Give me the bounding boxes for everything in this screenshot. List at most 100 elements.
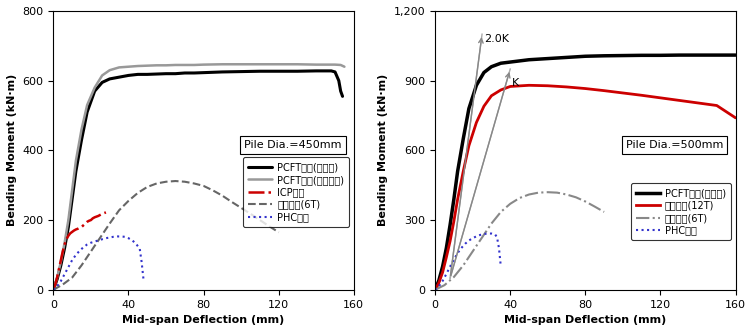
PCFT말뇝(전단키) <box>637 53 646 57</box>
Text: 2.0K: 2.0K <box>484 34 509 44</box>
ICP말뇝 <box>58 249 67 253</box>
강관말뇝(6T) <box>161 180 170 184</box>
PHC말뇝 <box>132 242 141 246</box>
강관말뇝(12T) <box>525 83 534 87</box>
PCFT말뇝(전단키) <box>60 246 69 250</box>
PHC말뇝 <box>468 236 477 240</box>
PCFT말뇝(전단키) <box>255 69 264 73</box>
PCFT말뇝(무전단키) <box>199 63 208 67</box>
PHC말뇝 <box>465 238 474 242</box>
PCFT말뇝(전단키) <box>124 73 133 77</box>
강관말뇝(6T) <box>525 193 534 197</box>
PHC말뇝 <box>446 265 455 269</box>
PCFT말뇝(무전단키) <box>56 260 66 264</box>
PCFT말뇝(무전단키) <box>218 62 227 66</box>
PCFT말뇝(무전단키) <box>293 62 302 66</box>
강관말뇝(6T) <box>265 224 274 228</box>
PHC말뇝 <box>72 253 81 257</box>
강관말뇝(6T) <box>506 202 515 206</box>
PCFT말뇝(무전단키) <box>171 63 180 67</box>
강관말뇝(6T) <box>440 283 449 287</box>
PCFT말뇝(전단키) <box>336 89 345 93</box>
PCFT말뇝(전단키) <box>438 265 447 269</box>
PCFT말뇝(무전단키) <box>72 159 81 163</box>
PCFT말뇝(무전단키) <box>64 218 73 222</box>
PCFT말뇝(전단키) <box>338 94 347 98</box>
강관말뇝(6T) <box>114 208 123 212</box>
PCFT말뇝(전단키) <box>68 197 77 201</box>
강관말뇝(12T) <box>438 270 447 274</box>
PHC말뇝 <box>136 247 145 251</box>
ICP말뇝 <box>54 267 63 271</box>
강관말뇝(6T) <box>152 182 161 186</box>
강관말뇝(6T) <box>246 212 255 216</box>
강관말뇝(6T) <box>218 194 227 198</box>
PCFT말뇝(무전단키) <box>77 127 86 131</box>
PHC말뇝 <box>68 258 77 262</box>
Line: 강관말뇝(6T): 강관말뇝(6T) <box>435 192 604 290</box>
PCFT말뇝(무전단키) <box>236 62 245 66</box>
강관말뇝(6T) <box>87 249 96 253</box>
PCFT말뇝(전단키) <box>190 71 199 75</box>
ICP말뇝 <box>79 223 88 227</box>
PCFT말뇝(전단키) <box>143 72 152 76</box>
강관말뇝(6T) <box>543 190 552 194</box>
PCFT말뇝(전단키) <box>334 79 343 83</box>
Line: PCFT말뇝(무전단키): PCFT말뇝(무전단키) <box>53 64 344 290</box>
PCFT말뇝(전단키) <box>434 279 444 283</box>
강관말뇝(12T) <box>694 101 703 105</box>
PCFT말뇝(전단키) <box>331 70 340 74</box>
Line: ICP말뇝: ICP말뇝 <box>53 212 106 290</box>
Line: PCFT말뇝(전단키): PCFT말뇝(전단키) <box>53 71 343 290</box>
PHC말뇝 <box>120 235 130 239</box>
ICP말뇝 <box>87 218 96 222</box>
PHC말뇝 <box>487 231 496 235</box>
PCFT말뇝(전단키) <box>459 137 468 141</box>
Legend: PCFT말뇝(전단키), PCFT말뇝(무전단키), ICP말뇝, 강관말뇝(6T), PHC말뇝: PCFT말뇝(전단키), PCFT말뇝(무전단키), ICP말뇝, 강관말뇝(6… <box>243 157 349 227</box>
PHC말뇝 <box>109 235 118 239</box>
강관말뇝(6T) <box>68 276 77 280</box>
PCFT말뇝(전단키) <box>72 169 81 173</box>
PCFT말뇝(전단키) <box>49 288 58 292</box>
PCFT말뇝(전단키) <box>431 288 440 292</box>
PCFT말뇝(전단키) <box>90 89 99 93</box>
ICP말뇝 <box>64 234 73 238</box>
강관말뇝(6T) <box>58 283 67 287</box>
강관말뇝(6T) <box>459 263 468 267</box>
강관말뇝(6T) <box>553 191 562 195</box>
ICP말뇝 <box>72 227 81 231</box>
ICP말뇝 <box>98 212 107 216</box>
Line: PCFT말뇝(전단키): PCFT말뇝(전단키) <box>435 55 736 290</box>
강관말뇝(12T) <box>442 255 451 259</box>
ICP말뇝 <box>92 214 101 218</box>
ICP말뇝 <box>99 211 108 215</box>
ICP말뇝 <box>68 230 77 234</box>
PCFT말뇝(전단키) <box>83 110 92 114</box>
PCFT말뇝(전단키) <box>472 83 481 87</box>
Legend: PCFT말뚝(전단키), 강관말뚝(12T), 강관말뚝(6T), PHC말뚝: PCFT말뚝(전단키), 강관말뚝(12T), 강관말뚝(6T), PHC말뚝 <box>631 183 730 240</box>
강관말뇝(12T) <box>465 144 474 148</box>
PCFT말뇝(전단키) <box>581 54 590 58</box>
PCFT말뇝(전단키) <box>180 71 189 75</box>
PCFT말뇝(전단키) <box>114 75 123 79</box>
PCFT말뇝(무전단키) <box>161 63 170 67</box>
PCFT말뇝(무전단키) <box>105 68 114 72</box>
PHC말뇝 <box>139 277 148 281</box>
PCFT말뇝(무전단키) <box>340 65 349 69</box>
강관말뇝(6T) <box>590 205 599 208</box>
강관말뇝(12T) <box>637 93 646 97</box>
PCFT말뇝(전단키) <box>293 69 302 73</box>
ICP말뇝 <box>88 216 97 220</box>
PCFT말뇝(무전단키) <box>331 63 340 67</box>
PCFT말뇝(전단키) <box>675 53 684 57</box>
PHC말뇝 <box>98 237 107 241</box>
PHC말뇝 <box>450 258 459 262</box>
강관말뇝(12T) <box>562 85 571 89</box>
PCFT말뇝(전단키) <box>618 53 627 57</box>
강관말뇝(12T) <box>459 169 468 173</box>
ICP말뇝 <box>84 219 93 223</box>
PCFT말뇝(전단키) <box>77 138 86 142</box>
PCFT말뇝(전단키) <box>98 80 107 84</box>
ICP말뇝 <box>83 220 92 224</box>
PCFT말뇝(전단키) <box>562 55 571 59</box>
